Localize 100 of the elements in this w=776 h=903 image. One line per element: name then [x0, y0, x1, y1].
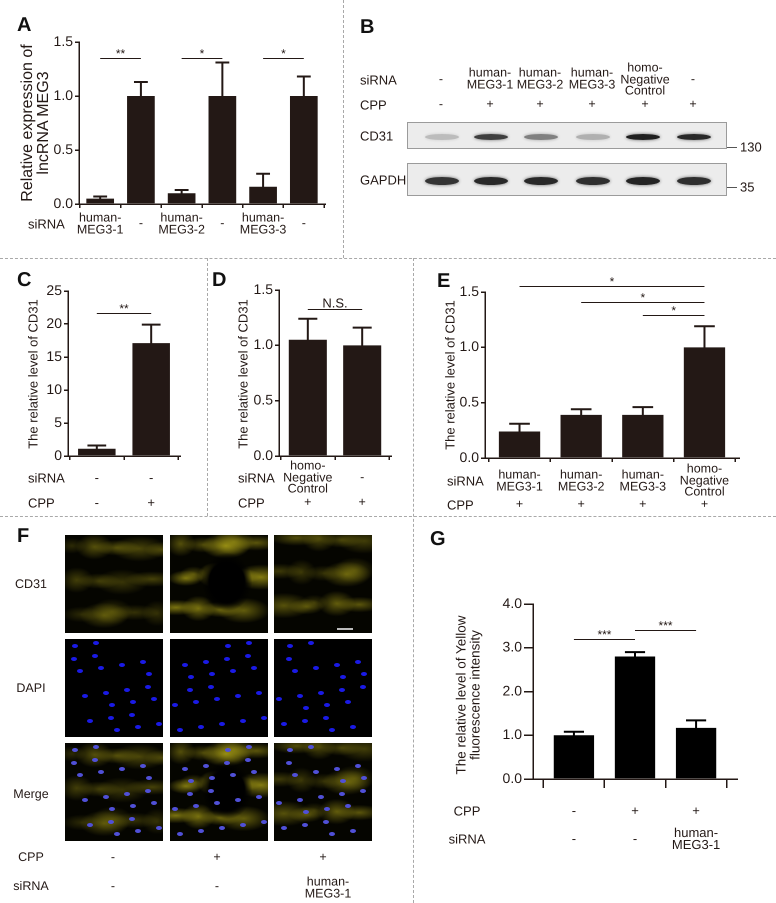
- x-tick-label: human-MEG3-2: [558, 467, 604, 493]
- y-tick-label: 20: [46, 314, 62, 331]
- y-tick-label: 1.5: [54, 32, 74, 49]
- text: Merge: [13, 787, 49, 802]
- x-tick-label: -: [360, 470, 364, 484]
- x-tick-label: -: [138, 216, 143, 230]
- text: 35: [740, 180, 754, 194]
- chart-title: C: [17, 269, 32, 291]
- text: +: [516, 497, 524, 512]
- text: +: [641, 97, 649, 112]
- text: +: [319, 850, 327, 864]
- y-tick-label: 0.0: [54, 194, 74, 211]
- text: DAPI: [16, 681, 46, 696]
- text: +: [588, 97, 596, 112]
- y-tick-label: 2.0: [502, 682, 522, 698]
- y-tick-label: 1.0: [502, 726, 522, 742]
- x-tick-label: -: [94, 470, 99, 485]
- text: -: [632, 830, 638, 846]
- x-tick-label: human-MEG3-1: [496, 467, 543, 493]
- text: siRNA: [360, 72, 397, 88]
- x-axis-title: siRNA: [238, 470, 275, 486]
- annotation: ***: [658, 618, 673, 632]
- y-tick-label: 0.0: [254, 446, 274, 463]
- annotation: *: [671, 304, 676, 318]
- text: +: [147, 494, 155, 510]
- text: siRNA: [448, 832, 486, 846]
- x-tick-label: -: [572, 802, 576, 818]
- text: +: [213, 850, 221, 864]
- text: human-MEG3-1: [672, 824, 720, 852]
- text: homo-Negative Control: [620, 60, 670, 98]
- y-tick-label: 1.5: [254, 280, 274, 297]
- y-tick-label: 0.5: [460, 394, 480, 410]
- text: CPP: [18, 850, 44, 864]
- chart-title: D: [212, 269, 226, 291]
- chart-title: E: [437, 270, 450, 292]
- y-axis-title: The relative level of CD31: [236, 299, 250, 449]
- text: siRNA: [13, 879, 49, 894]
- x-tick-label: -: [302, 216, 306, 230]
- text: CPP: [28, 496, 55, 510]
- y-tick-label: 0.0: [502, 770, 522, 786]
- y-axis-title: The relative level of Yellow fluorescence intensity: [453, 614, 482, 777]
- chart-title: A: [17, 14, 32, 36]
- y-tick-label: 1.0: [54, 86, 74, 103]
- y-axis-title: The relative level of CD31: [442, 300, 458, 450]
- x-tick-label: human-MEG3-3: [620, 467, 666, 493]
- annotation: *: [640, 290, 646, 304]
- y-tick-label: 15: [46, 348, 62, 364]
- annotation: *: [281, 46, 286, 60]
- text: human-MEG3-3: [568, 65, 616, 91]
- y-tick-label: 4.0: [502, 594, 522, 611]
- text: *: [610, 274, 615, 288]
- text: CD31: [15, 577, 47, 592]
- text: human-MEG3-1: [466, 65, 514, 91]
- text: GAPDH: [360, 172, 406, 188]
- y-tick-label: 0.5: [254, 392, 274, 408]
- text: +: [536, 97, 544, 112]
- text: -: [110, 850, 116, 864]
- x-axis-title: siRNA: [28, 470, 65, 486]
- text: +: [304, 495, 312, 510]
- y-tick-label: 10: [46, 380, 62, 397]
- y-axis-title: Relative expression of lncRNA MEG3: [19, 43, 52, 204]
- text: -: [572, 830, 576, 846]
- y-axis-title: The relative level of CD31: [26, 299, 40, 449]
- x-tick-label: +: [692, 802, 700, 818]
- bar: [554, 735, 594, 778]
- y-tick-label: 3.0: [502, 638, 522, 655]
- annotation: ***: [597, 628, 612, 642]
- text: +: [486, 97, 494, 112]
- x-tick-label: human-MEG3-3: [240, 210, 286, 236]
- text: human-MEG3-1: [304, 874, 352, 900]
- text: +: [700, 497, 708, 512]
- text: -: [110, 879, 116, 894]
- text: +: [578, 497, 585, 512]
- y-tick-label: 1.5: [460, 282, 480, 299]
- text: CD31: [360, 128, 394, 144]
- y-tick-label: 5: [54, 414, 62, 430]
- text: +: [639, 497, 646, 512]
- y-tick-label: 0: [54, 446, 62, 463]
- y-tick-label: 1.0: [254, 336, 274, 352]
- text: -: [438, 97, 444, 112]
- y-tick-label: 0.0: [460, 448, 480, 465]
- text: CPP: [238, 496, 265, 510]
- y-tick-label: 25: [46, 282, 62, 298]
- y-tick-label: 0.5: [54, 140, 74, 157]
- x-axis-title: CPP: [454, 804, 480, 818]
- x-axis-title: siRNA: [447, 474, 484, 488]
- text: +: [689, 97, 697, 112]
- text: CPP: [447, 498, 474, 512]
- annotation: **: [116, 46, 126, 60]
- text: 130: [740, 140, 762, 154]
- x-tick-label: homo-Negative Control: [283, 458, 332, 496]
- x-axis-title: siRNA: [28, 216, 65, 232]
- text: -: [94, 494, 99, 510]
- x-tick-label: -: [149, 470, 154, 485]
- text: CPP: [360, 98, 387, 112]
- text: human-MEG3-2: [516, 65, 564, 91]
- x-tick-label: homo-Negative Control: [680, 462, 730, 499]
- text: -: [214, 879, 220, 894]
- text: -: [438, 72, 444, 86]
- x-tick-label: +: [631, 802, 639, 818]
